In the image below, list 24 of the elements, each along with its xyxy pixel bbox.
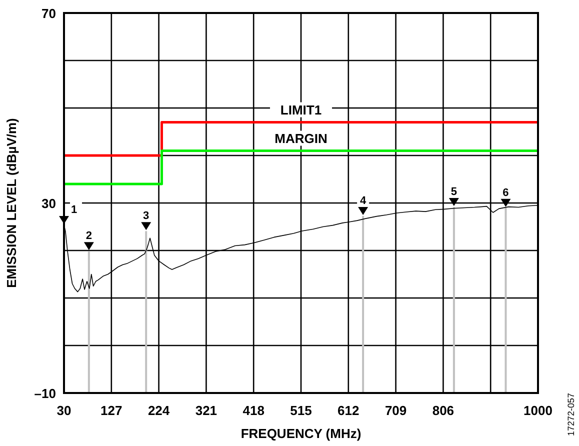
- x-tick-label: 127: [100, 403, 122, 418]
- x-tick-label: 806: [432, 403, 454, 418]
- annotation: 3: [143, 210, 150, 222]
- series-label: MARGIN: [274, 130, 328, 146]
- annotation: 4: [360, 194, 367, 207]
- x-tick-label: 1000: [524, 403, 552, 418]
- series-label: LIMIT1: [280, 102, 322, 118]
- y-tick-label: 30: [42, 196, 56, 211]
- annotation: 5: [450, 186, 458, 198]
- annotation: 1: [71, 204, 78, 216]
- annotation: 2: [86, 230, 92, 242]
- x-tick-label: 418: [242, 403, 264, 418]
- x-tick-label: 224: [148, 403, 170, 418]
- annotation: 6: [502, 186, 509, 199]
- x-tick-label: 30: [56, 403, 72, 418]
- x-tick-label: 515: [290, 403, 312, 418]
- x-axis-title: FREQUENCY (MHz): [240, 426, 362, 441]
- text: 17272-057: [566, 392, 576, 436]
- x-tick-label: 612: [338, 403, 360, 418]
- y-tick-label: –10: [34, 386, 56, 401]
- y-tick-label: 70: [42, 6, 56, 21]
- y-axis-title: EMISSION LEVEL (dBµV/m): [4, 118, 19, 288]
- x-tick-label: 709: [384, 403, 407, 418]
- x-tick-label: 321: [195, 403, 218, 418]
